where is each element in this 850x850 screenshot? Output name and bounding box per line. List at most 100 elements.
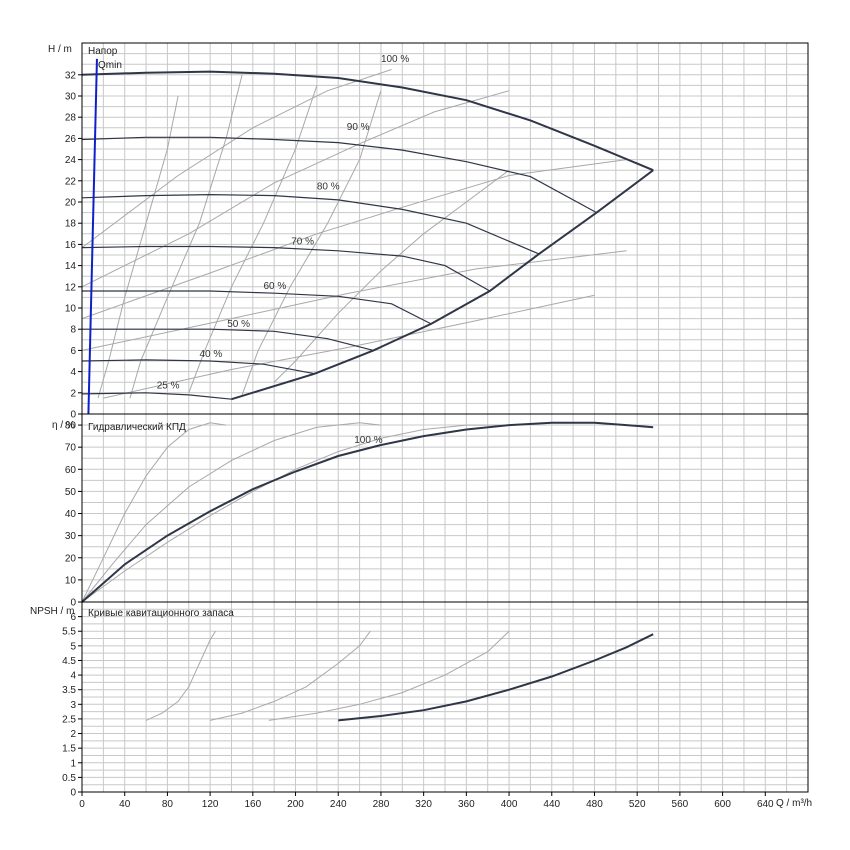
head-curve-60 [82, 290, 432, 325]
x-tick-label: 240 [330, 799, 347, 810]
head-y-tick-label: 16 [65, 240, 77, 251]
npsh-y-tick-label: 3.5 [62, 685, 76, 696]
head-y-tick-label: 26 [65, 134, 77, 145]
efficiency-y-tick-label: 10 [65, 575, 77, 586]
head-iso-curve [81, 159, 627, 320]
head-curve-50 [82, 328, 374, 351]
head-y-tick-label: 0 [70, 410, 76, 421]
efficiency-y-tick-label: 30 [65, 531, 77, 542]
npsh-y-tick-label: 5.5 [62, 627, 76, 638]
head-y-axis-label: H / m [48, 44, 72, 55]
npsh-y-tick-label: 4.5 [62, 656, 76, 667]
head-iso-curve [81, 90, 510, 288]
head-y-tick-label: 28 [65, 113, 77, 124]
head-iso-curve [97, 95, 179, 399]
x-tick-label: 160 [244, 799, 261, 810]
head-curve-label: 90 % [347, 122, 370, 133]
main-curves [81, 58, 654, 722]
efficiency-curve-100 [81, 421, 654, 603]
head-y-tick-label: 14 [65, 261, 77, 272]
head-y-tick-label: 18 [65, 219, 77, 230]
head-y-tick-label: 22 [65, 176, 77, 187]
head-iso-curve [81, 69, 392, 248]
head-y-tick-label: 8 [70, 325, 76, 336]
head-curve-label: 80 % [317, 181, 340, 192]
npsh-y-tick-label: 3 [70, 700, 76, 711]
efficiency-panel-title: Гидравлический КПД [88, 422, 186, 433]
x-tick-label: 120 [202, 799, 219, 810]
efficiency-reduced-curve [81, 422, 381, 603]
x-tick-label: 640 [757, 799, 774, 810]
head-curve-label: 40 % [199, 349, 222, 360]
efficiency-y-tick-label: 40 [65, 509, 77, 520]
head-y-tick-label: 10 [65, 304, 77, 315]
npsh-y-axis-label: NPSH / m [30, 606, 74, 617]
npsh-reduced-curve [209, 630, 371, 721]
npsh-reduced-curve [145, 630, 216, 721]
x-tick-label: 40 [119, 799, 131, 810]
efficiency-reduced-curve [81, 424, 510, 603]
head-envelope-curve [231, 169, 654, 401]
npsh-y-tick-label: 2 [70, 729, 76, 740]
panel-frames [81, 42, 809, 793]
qmin-line [87, 58, 98, 415]
npsh-y-tick-label: 1 [70, 758, 76, 769]
head-iso-curve [103, 294, 595, 399]
x-tick-label: 400 [501, 799, 518, 810]
head-iso-curve [129, 74, 243, 399]
x-axis-label: Q / m³/h [776, 798, 812, 809]
reduced-speed-curves [81, 69, 627, 721]
efficiency-y-tick-label: 0 [70, 598, 76, 609]
head-iso-curve [188, 85, 318, 393]
head-y-tick-label: 24 [65, 155, 77, 166]
efficiency-reduced-curve [81, 422, 227, 603]
head-y-tick-label: 32 [65, 70, 77, 81]
npsh-y-tick-label: 5 [70, 641, 76, 652]
npsh-y-tick-label: 6 [70, 612, 76, 623]
x-tick-label: 80 [162, 799, 174, 810]
x-tick-label: 320 [415, 799, 432, 810]
x-tick-label: 360 [458, 799, 475, 810]
x-tick-label: 480 [586, 799, 603, 810]
x-tick-label: 0 [79, 799, 85, 810]
efficiency-y-tick-label: 20 [65, 553, 77, 564]
npsh-y-tick-label: 4 [70, 671, 76, 682]
head-y-tick-label: 6 [70, 346, 76, 357]
head-y-tick-label: 12 [65, 282, 77, 293]
efficiency-y-tick-label: 50 [65, 487, 77, 498]
efficiency-y-tick-label: 60 [65, 465, 77, 476]
head-iso-curve [241, 90, 382, 396]
efficiency-curve-label: 100 % [354, 435, 382, 446]
x-tick-label: 520 [629, 799, 646, 810]
npsh-y-tick-label: 0.5 [62, 773, 76, 784]
npsh-y-tick-label: 0 [70, 788, 76, 799]
npsh-panel-frame [81, 601, 809, 793]
npsh-curve-100 [338, 633, 654, 722]
head-curve-100 [81, 70, 654, 172]
head-y-tick-label: 4 [70, 367, 76, 378]
head-curve-25 [81, 392, 232, 400]
efficiency-y-axis-label: η / % [52, 420, 75, 431]
head-curve-40 [81, 359, 315, 375]
head-y-tick-label: 30 [65, 92, 77, 103]
head-iso-curve [273, 169, 510, 383]
head-curve-80 [81, 193, 540, 255]
npsh-reduced-curve [268, 630, 510, 721]
x-tick-label: 200 [287, 799, 304, 810]
x-tick-label: 560 [672, 799, 689, 810]
head-y-tick-label: 20 [65, 198, 77, 209]
head-curve-label: 25 % [157, 381, 180, 392]
head-curve-70 [81, 245, 491, 292]
head-curve-label: 60 % [264, 281, 287, 292]
qmin-label: Qmin [98, 60, 122, 71]
x-tick-label: 600 [714, 799, 731, 810]
grid [78, 43, 808, 796]
head-y-tick-label: 2 [70, 388, 76, 399]
npsh-y-tick-label: 2.5 [62, 714, 76, 725]
labels: 0 40 80 120 160 200 240 280 320 360 400 440 480 520 56… [62, 54, 774, 810]
efficiency-y-tick-label: 80 [65, 421, 77, 432]
head-curve-label: 100 % [381, 54, 409, 65]
efficiency-y-tick-label: 70 [65, 443, 77, 454]
npsh-y-tick-label: 1.5 [62, 744, 76, 755]
